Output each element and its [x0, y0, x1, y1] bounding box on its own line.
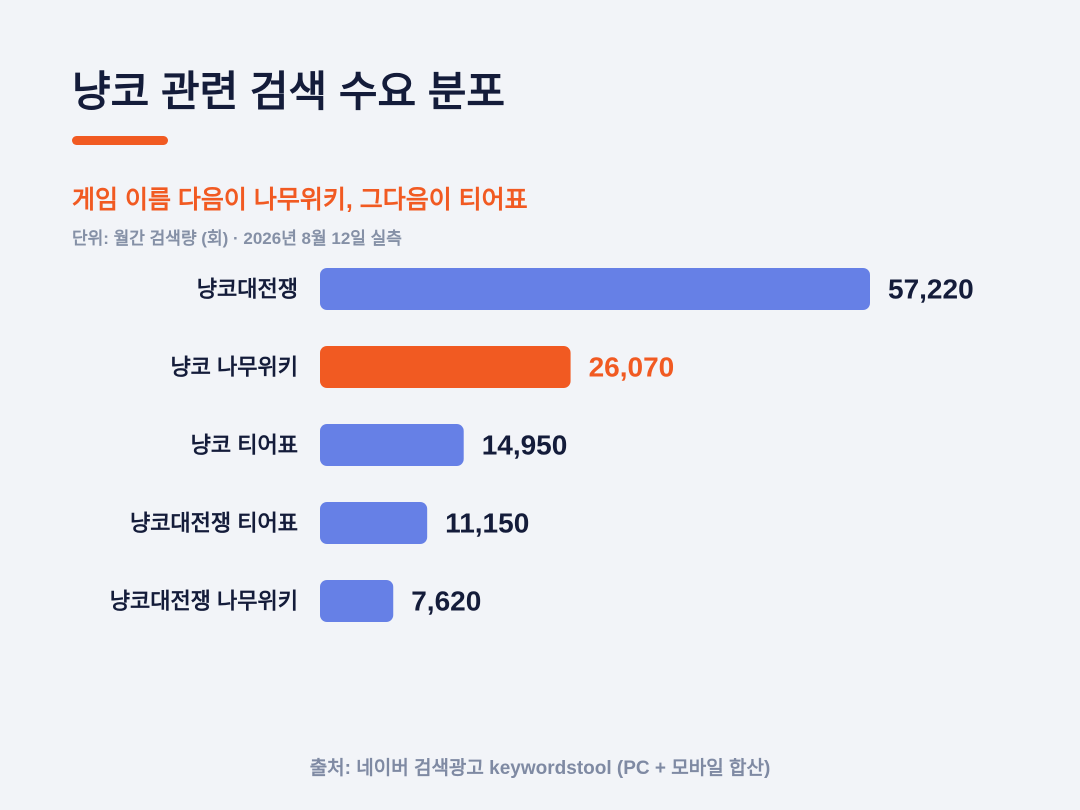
chart-title: 냥코 관련 검색 수요 분포 — [72, 68, 506, 115]
unit-note: 단위: 월간 검색량 (회) · 2026년 8월 12일 실측 — [72, 229, 402, 248]
bar — [320, 502, 428, 544]
bar — [320, 580, 394, 622]
bar — [320, 268, 870, 310]
category-label: 냥코 티어표 — [191, 433, 298, 458]
source-note: 출처: 네이버 검색광고 keywordstool (PC + 모바일 합산) — [309, 758, 771, 779]
bar-chart: 냥코대전쟁 57,220 냥코 나무위키 26,070 냥코 티어표 14,950 냥코대전… — [110, 268, 974, 622]
bar — [320, 424, 464, 466]
value-label: 14,950 — [482, 430, 568, 461]
highlighted-bar — [320, 346, 571, 388]
category-label: 냥코 나무위키 — [170, 355, 298, 380]
value-label: 57,220 — [888, 274, 974, 305]
value-label: 26,070 — [589, 352, 675, 383]
category-label: 냥코대전쟁 나무위키 — [110, 589, 298, 614]
category-label: 냥코대전쟁 — [197, 277, 298, 302]
category-label: 냥코대전쟁 티어표 — [130, 511, 298, 536]
title-underline — [72, 136, 168, 145]
value-label: 11,150 — [445, 508, 529, 539]
chart-subtitle: 게임 이름 다음이 나무위키, 그다음이 티어표 — [72, 186, 528, 214]
value-label: 7,620 — [411, 586, 481, 617]
